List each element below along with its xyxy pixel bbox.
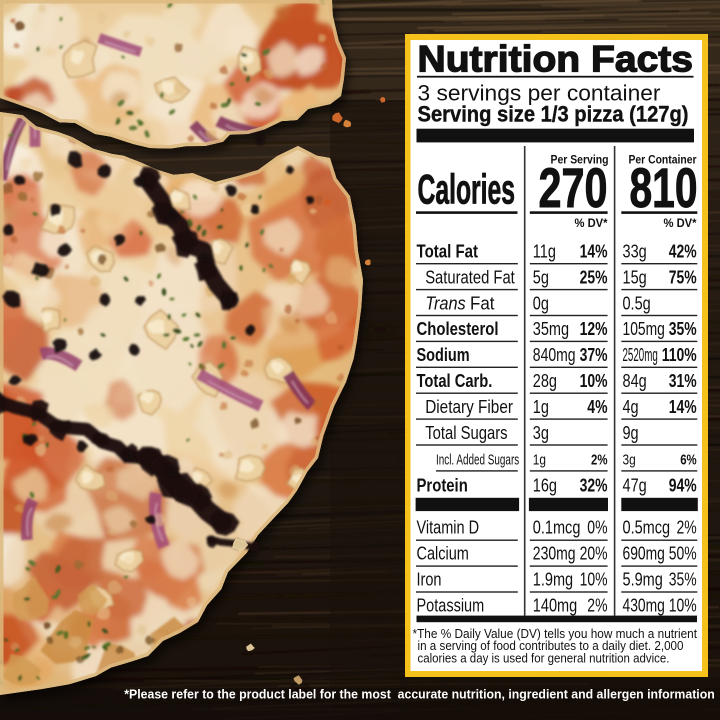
svg-text:Total Sugars: Total Sugars bbox=[425, 422, 507, 443]
svg-text:Dietary Fiber: Dietary Fiber bbox=[425, 396, 513, 417]
svg-text:430mg: 430mg bbox=[623, 594, 665, 615]
svg-text:Vitamin D: Vitamin D bbox=[417, 517, 480, 538]
svg-text:42%: 42% bbox=[669, 241, 697, 262]
svg-text:3g: 3g bbox=[623, 451, 636, 468]
svg-text:690mg: 690mg bbox=[623, 543, 665, 564]
svg-text:Fat: Fat bbox=[470, 292, 495, 313]
svg-text:47g: 47g bbox=[623, 474, 647, 495]
svg-text:5g: 5g bbox=[533, 266, 549, 287]
svg-text:in a serving of food contribut: in a serving of food contributes to a da… bbox=[418, 638, 684, 653]
svg-text:35%: 35% bbox=[669, 318, 697, 339]
svg-text:6%: 6% bbox=[680, 451, 697, 468]
svg-text:32%: 32% bbox=[580, 474, 608, 495]
svg-text:270: 270 bbox=[539, 156, 608, 219]
svg-text:Serving size 1/3 pizza (127g): Serving size 1/3 pizza (127g) bbox=[418, 101, 689, 126]
svg-text:Total Fat: Total Fat bbox=[417, 241, 479, 262]
svg-text:Nutrition Facts: Nutrition Facts bbox=[418, 39, 694, 80]
svg-text:31%: 31% bbox=[669, 370, 697, 391]
svg-text:Incl. Added Sugars: Incl. Added Sugars bbox=[436, 451, 519, 468]
svg-text:10%: 10% bbox=[580, 370, 608, 391]
svg-text:Potassium: Potassium bbox=[417, 594, 485, 615]
svg-text:810: 810 bbox=[630, 156, 698, 219]
svg-text:2%: 2% bbox=[591, 451, 608, 468]
svg-text:14%: 14% bbox=[669, 396, 697, 417]
svg-text:1g: 1g bbox=[533, 451, 546, 468]
svg-text:Total Carb.: Total Carb. bbox=[417, 370, 493, 391]
svg-text:% DV*: % DV* bbox=[575, 217, 608, 230]
svg-text:*The % Daily Value (DV) tells: *The % Daily Value (DV) tells you how mu… bbox=[413, 626, 698, 641]
svg-text:*Please refer to the product l: *Please refer to the product label for t… bbox=[124, 688, 715, 702]
svg-text:4%: 4% bbox=[587, 396, 608, 417]
svg-text:35mg: 35mg bbox=[533, 318, 569, 339]
svg-text:0.5g: 0.5g bbox=[623, 292, 651, 313]
svg-text:0g: 0g bbox=[533, 292, 549, 313]
svg-text:33g: 33g bbox=[623, 241, 647, 262]
svg-text:Calories: Calories bbox=[418, 165, 516, 212]
svg-text:10%: 10% bbox=[580, 569, 608, 590]
svg-text:5.9mg: 5.9mg bbox=[623, 569, 663, 590]
svg-text:75%: 75% bbox=[669, 266, 697, 287]
svg-text:9g: 9g bbox=[623, 422, 639, 443]
svg-text:140mg: 140mg bbox=[533, 594, 577, 615]
svg-text:4g: 4g bbox=[623, 396, 639, 417]
svg-text:calories a day is used for gen: calories a day is used for general nutri… bbox=[418, 651, 670, 666]
svg-text:3 servings per container: 3 servings per container bbox=[418, 80, 662, 105]
svg-text:12%: 12% bbox=[580, 318, 608, 339]
svg-text:0.1mcg: 0.1mcg bbox=[533, 517, 581, 538]
svg-text:840mg: 840mg bbox=[533, 344, 576, 365]
svg-text:28g: 28g bbox=[533, 370, 557, 391]
svg-text:105mg: 105mg bbox=[623, 318, 665, 339]
svg-text:Per Serving: Per Serving bbox=[551, 153, 609, 166]
svg-text:Trans: Trans bbox=[425, 292, 466, 313]
svg-text:Cholesterol: Cholesterol bbox=[417, 318, 499, 339]
svg-text:84g: 84g bbox=[623, 370, 647, 391]
svg-text:% DV*: % DV* bbox=[664, 217, 697, 230]
svg-text:Per Container: Per Container bbox=[629, 153, 697, 166]
svg-text:Saturated Fat: Saturated Fat bbox=[425, 266, 515, 287]
svg-text:50%: 50% bbox=[669, 543, 697, 564]
svg-text:2%: 2% bbox=[587, 594, 607, 615]
svg-text:2520mg: 2520mg bbox=[623, 344, 658, 365]
svg-text:14%: 14% bbox=[580, 241, 608, 262]
svg-text:0%: 0% bbox=[587, 517, 607, 538]
svg-text:2%: 2% bbox=[677, 517, 697, 538]
svg-text:35%: 35% bbox=[669, 569, 697, 590]
svg-text:Iron: Iron bbox=[417, 569, 442, 590]
svg-text:25%: 25% bbox=[580, 266, 608, 287]
svg-text:Calcium: Calcium bbox=[417, 543, 469, 564]
svg-text:10%: 10% bbox=[669, 594, 697, 615]
svg-text:230mg: 230mg bbox=[533, 543, 576, 564]
svg-text:16g: 16g bbox=[533, 474, 557, 495]
svg-text:3g: 3g bbox=[533, 422, 549, 443]
svg-text:110%: 110% bbox=[662, 344, 697, 365]
svg-text:15g: 15g bbox=[623, 266, 647, 287]
svg-text:Protein: Protein bbox=[417, 474, 468, 495]
svg-text:Sodium: Sodium bbox=[417, 344, 470, 365]
svg-text:20%: 20% bbox=[580, 543, 608, 564]
svg-text:11g: 11g bbox=[533, 241, 556, 262]
svg-text:1.9mg: 1.9mg bbox=[533, 569, 573, 590]
svg-text:1g: 1g bbox=[533, 396, 549, 417]
svg-text:37%: 37% bbox=[580, 344, 608, 365]
svg-text:0.5mcg: 0.5mcg bbox=[623, 517, 671, 538]
svg-text:94%: 94% bbox=[669, 474, 697, 495]
